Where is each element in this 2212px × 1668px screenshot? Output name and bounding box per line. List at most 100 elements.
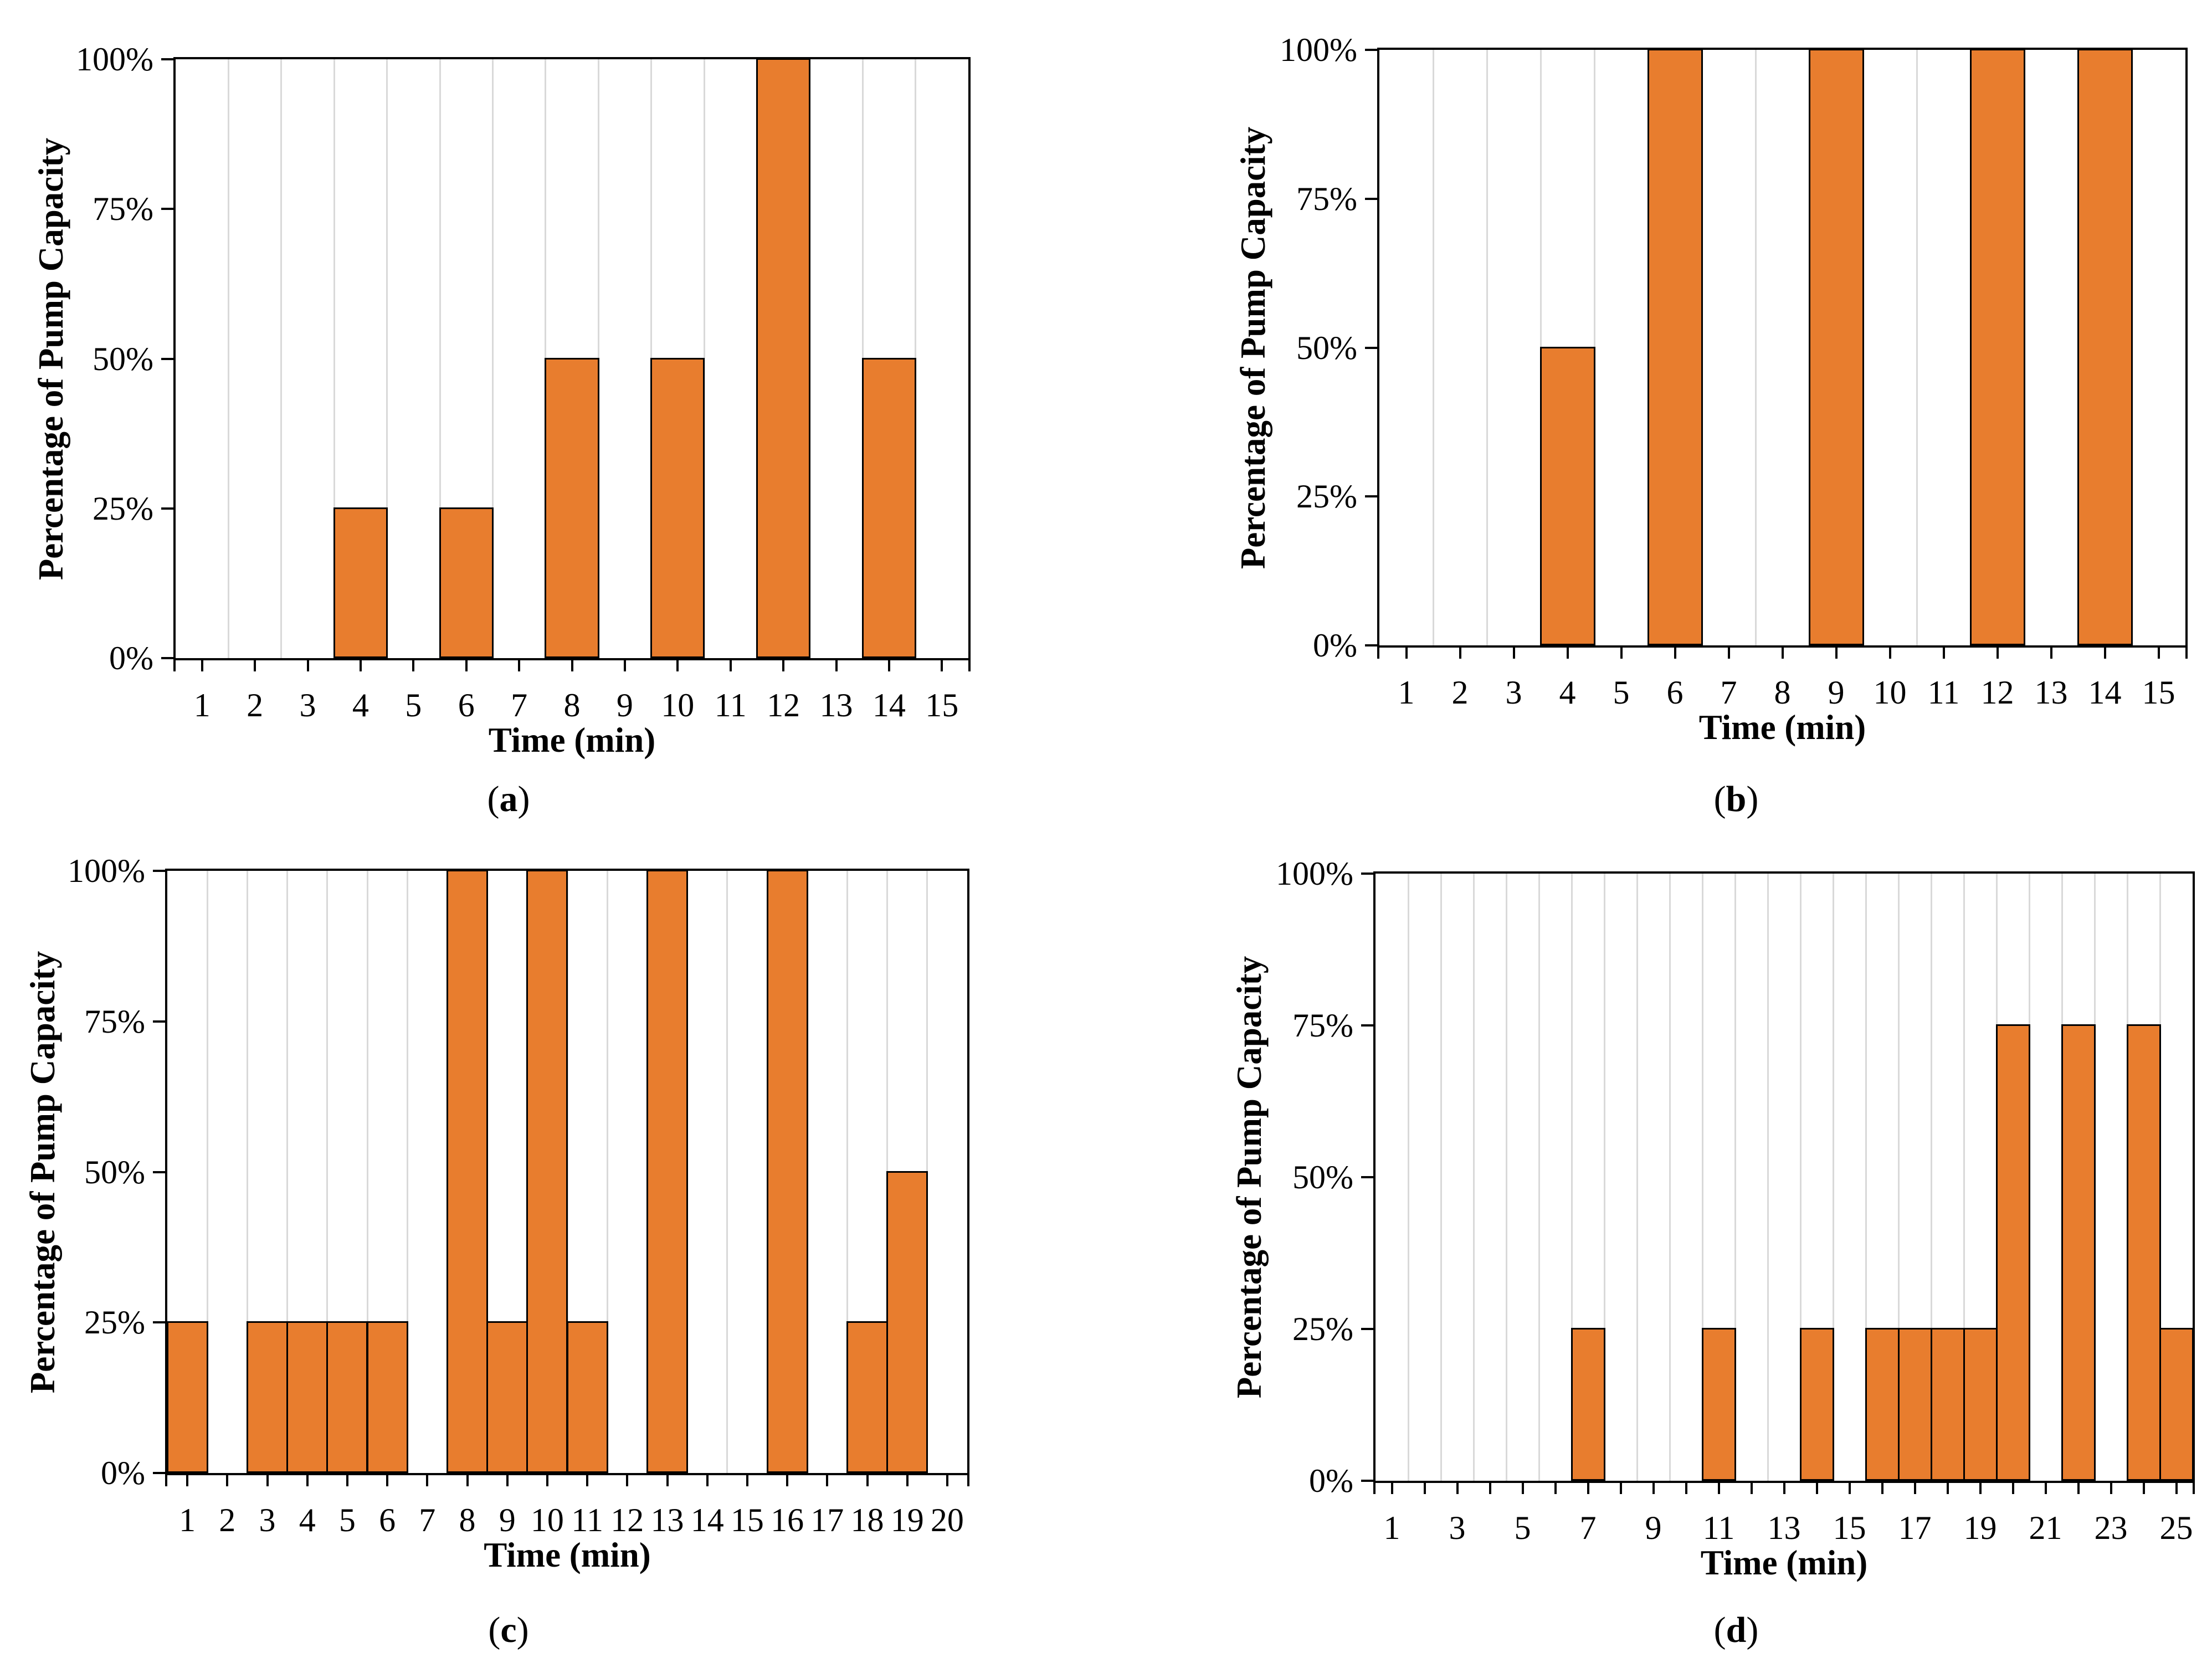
x-tick-label: 15 bbox=[925, 687, 959, 723]
y-tick-label: 100% bbox=[1276, 855, 1353, 892]
caption-d: (d) bbox=[1570, 1609, 1902, 1651]
x-tick bbox=[306, 660, 309, 671]
gridline bbox=[1916, 50, 1918, 645]
x-tick-label: 13 bbox=[2034, 674, 2068, 711]
bar-d-7 bbox=[1571, 1328, 1605, 1481]
x-tick bbox=[426, 1475, 429, 1486]
x-tick bbox=[887, 660, 890, 671]
x-tick-label: 2 bbox=[219, 1502, 236, 1538]
x-tick bbox=[1459, 648, 1461, 659]
x-tick bbox=[1888, 648, 1891, 659]
y-tick bbox=[1365, 346, 1377, 349]
x-tick-label: 13 bbox=[819, 687, 853, 723]
gridline bbox=[1486, 50, 1488, 645]
y-tick-label: 25% bbox=[1296, 478, 1357, 515]
x-tick bbox=[226, 1475, 229, 1486]
y-tick bbox=[1361, 1024, 1373, 1027]
x-tick-label: 1 bbox=[179, 1502, 196, 1538]
x-tick bbox=[1521, 1483, 1524, 1494]
x-tick bbox=[359, 660, 362, 671]
caption-open-paren: ( bbox=[487, 779, 500, 819]
gridline bbox=[491, 59, 494, 658]
y-tick-label: 50% bbox=[1292, 1159, 1353, 1195]
bar-d-14 bbox=[1799, 1328, 1834, 1481]
x-tick bbox=[1848, 1483, 1851, 1494]
x-tick bbox=[1835, 648, 1838, 659]
x-axis-corner-tick bbox=[1377, 648, 1379, 659]
x-tick bbox=[1913, 1483, 1916, 1494]
bar-a-14 bbox=[861, 357, 917, 658]
x-tick bbox=[1979, 1483, 1982, 1494]
y-tick bbox=[161, 58, 173, 60]
bar-c-9 bbox=[486, 1321, 528, 1473]
x-tick-label: 15 bbox=[1833, 1510, 1866, 1546]
gridline bbox=[406, 871, 408, 1473]
x-tick bbox=[1554, 1483, 1557, 1494]
x-tick-label: 15 bbox=[730, 1502, 764, 1538]
y-tick-label: 75% bbox=[93, 191, 153, 228]
x-tick-label: 19 bbox=[1963, 1510, 1997, 1546]
bar-d-25 bbox=[2159, 1328, 2193, 1481]
x-tick bbox=[346, 1475, 348, 1486]
gridline bbox=[206, 871, 208, 1473]
x-tick-label: 7 bbox=[419, 1502, 436, 1538]
x-tick bbox=[1423, 1483, 1426, 1494]
gridline bbox=[846, 871, 848, 1473]
gridline bbox=[1432, 50, 1434, 645]
y-tick bbox=[153, 1321, 165, 1324]
x-tick bbox=[1566, 648, 1569, 659]
bar-a-6 bbox=[439, 507, 494, 658]
x-axis-corner-tick bbox=[968, 660, 971, 671]
y-tick-label: 75% bbox=[84, 1003, 145, 1040]
x-tick bbox=[1685, 1483, 1687, 1494]
bar-c-10 bbox=[526, 871, 568, 1473]
caption-open-paren: ( bbox=[1713, 1610, 1726, 1650]
x-tick-label: 17 bbox=[810, 1502, 844, 1538]
bar-c-16 bbox=[766, 871, 808, 1473]
y-tick bbox=[1365, 197, 1377, 200]
x-tick bbox=[866, 1475, 869, 1486]
x-tick bbox=[586, 1475, 589, 1486]
bar-c-19 bbox=[886, 1171, 928, 1473]
x-tick bbox=[1620, 648, 1623, 659]
x-tick-label: 14 bbox=[2088, 674, 2122, 711]
x-tick bbox=[1674, 648, 1676, 659]
x-tick-label: 9 bbox=[616, 687, 633, 723]
y-tick bbox=[1361, 1176, 1373, 1178]
caption-close-paren: ) bbox=[516, 1610, 529, 1650]
x-tick bbox=[201, 660, 203, 671]
y-tick-label: 50% bbox=[84, 1153, 145, 1190]
bar-a-8 bbox=[545, 357, 599, 658]
x-tick-label: 23 bbox=[2094, 1510, 2128, 1546]
x-tick bbox=[626, 1475, 629, 1486]
gridline bbox=[1407, 874, 1409, 1481]
bar-a-10 bbox=[650, 357, 705, 658]
x-tick-label: 13 bbox=[1767, 1510, 1801, 1546]
x-axis-corner-tick bbox=[967, 1475, 969, 1486]
plot-area-a bbox=[173, 57, 971, 660]
gridline bbox=[1571, 874, 1573, 1481]
y-tick-label: 100% bbox=[76, 41, 153, 78]
x-tick bbox=[835, 660, 838, 671]
caption-letter: a bbox=[499, 779, 518, 819]
y-tick-label: 25% bbox=[1292, 1311, 1353, 1347]
x-tick bbox=[2103, 648, 2106, 659]
x-tick-label: 3 bbox=[1505, 674, 1522, 711]
caption-letter: b bbox=[1726, 779, 1747, 819]
y-tick bbox=[1361, 873, 1373, 875]
x-tick bbox=[1405, 648, 1408, 659]
x-tick-label: 4 bbox=[1559, 674, 1576, 711]
x-tick bbox=[1942, 648, 1945, 659]
caption-open-paren: ( bbox=[488, 1610, 501, 1650]
x-tick-label: 3 bbox=[259, 1502, 276, 1538]
x-tick-label: 12 bbox=[767, 687, 800, 723]
gridline bbox=[1603, 874, 1605, 1481]
gridline bbox=[1930, 874, 1932, 1481]
x-tick-label: 10 bbox=[661, 687, 695, 723]
x-tick bbox=[518, 660, 521, 671]
bar-d-16 bbox=[1865, 1328, 1900, 1481]
bar-a-4 bbox=[333, 507, 388, 658]
x-tick-label: 7 bbox=[511, 687, 528, 723]
